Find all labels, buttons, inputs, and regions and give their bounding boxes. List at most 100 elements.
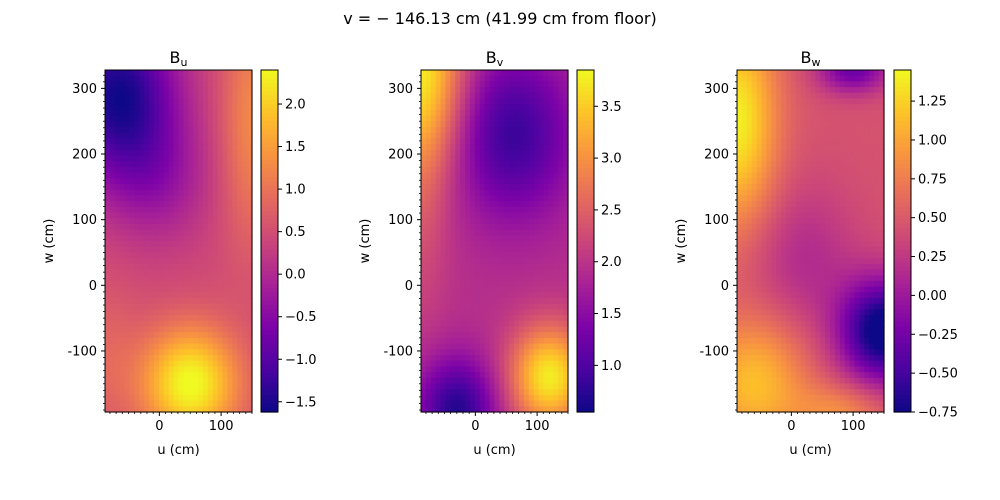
heatmap-cell — [771, 172, 777, 179]
heatmap-cell — [800, 70, 807, 77]
heatmap-cell — [494, 212, 500, 219]
heatmap-cell — [523, 184, 530, 191]
heatmap-cell — [114, 127, 121, 134]
heatmap-cell — [163, 349, 170, 356]
heatmap-cell — [800, 195, 807, 202]
heatmap-cell — [771, 161, 777, 168]
heatmap-cell — [533, 246, 540, 253]
heatmap-cell — [144, 309, 150, 316]
heatmap-cell — [528, 144, 535, 151]
heatmap-cell — [815, 286, 821, 293]
heatmap-cell — [129, 394, 135, 402]
heatmap-cell — [790, 349, 797, 356]
heatmap-cell — [445, 75, 451, 82]
heatmap-cell — [178, 377, 184, 385]
heatmap-cell — [242, 195, 248, 202]
heatmap-cell — [460, 109, 466, 117]
heatmap-cell — [227, 389, 233, 396]
heatmap-cell — [173, 155, 180, 162]
heatmap-cell — [746, 366, 753, 373]
heatmap-cell — [514, 252, 520, 259]
heatmap-cell — [178, 121, 184, 128]
heatmap-cell — [805, 372, 812, 379]
heatmap-cell — [484, 127, 491, 134]
heatmap-cell — [484, 366, 491, 373]
heatmap-cell — [746, 269, 753, 276]
heatmap-cell — [815, 132, 821, 139]
heatmap-cell — [430, 161, 437, 168]
heatmap-cell — [776, 315, 782, 322]
heatmap-cell — [465, 343, 471, 350]
heatmap-cell — [810, 229, 816, 236]
heatmap-cell — [548, 337, 554, 345]
heatmap-cell — [163, 258, 170, 265]
heatmap-cell — [207, 298, 214, 305]
heatmap-cell — [465, 394, 471, 402]
heatmap-cell — [514, 280, 520, 288]
colorbar-segment — [577, 168, 594, 174]
heatmap-cell — [124, 70, 131, 77]
heatmap-cell — [198, 263, 204, 271]
heatmap-cell — [158, 172, 165, 179]
heatmap-cell — [144, 201, 150, 208]
heatmap-cell — [504, 70, 510, 77]
heatmap-cell — [149, 138, 155, 145]
heatmap-cell — [114, 70, 121, 77]
heatmap-cell — [203, 166, 209, 174]
heatmap-cell — [440, 309, 447, 316]
heatmap-cell — [563, 201, 569, 208]
heatmap-cell — [158, 372, 165, 379]
heatmap-cell — [470, 286, 476, 293]
heatmap-cell — [232, 292, 238, 299]
heatmap-cell — [756, 155, 763, 162]
heatmap-cell — [504, 206, 510, 214]
heatmap-cell — [242, 98, 248, 105]
heatmap-cell — [193, 332, 199, 339]
heatmap-cell — [499, 394, 505, 402]
heatmap-cell — [455, 372, 461, 379]
heatmap-cell — [494, 127, 500, 134]
colorbar-segment — [261, 352, 278, 358]
heatmap-cell — [227, 184, 233, 191]
heatmap-cell — [173, 389, 180, 396]
heatmap-cell — [810, 201, 816, 208]
heatmap-cell — [538, 166, 545, 174]
heatmap-cell — [124, 206, 131, 214]
heatmap-cell — [455, 98, 461, 105]
heatmap-cell — [790, 109, 797, 117]
heatmap-cell — [805, 315, 812, 322]
heatmap-cell — [232, 246, 238, 253]
heatmap-cell — [533, 109, 540, 117]
heatmap-cell — [129, 127, 135, 134]
heatmap-cell — [144, 166, 150, 174]
heatmap-cell — [781, 258, 787, 265]
heatmap-cell — [129, 303, 135, 310]
heatmap-cell — [445, 235, 451, 242]
heatmap-cell — [207, 360, 214, 367]
heatmap-cell — [124, 104, 131, 111]
heatmap-cell — [232, 332, 238, 339]
heatmap-cell — [173, 286, 180, 293]
heatmap-cell — [139, 229, 145, 236]
heatmap-cell — [756, 252, 763, 259]
heatmap-cell — [178, 389, 184, 396]
heatmap-cell — [237, 349, 243, 356]
heatmap-cell — [756, 172, 763, 179]
heatmap-cell — [494, 258, 500, 265]
heatmap-cell — [528, 406, 535, 413]
heatmap-cell — [435, 87, 442, 94]
heatmap-cell — [198, 246, 204, 253]
heatmap-cell — [168, 189, 175, 196]
heatmap-cell — [154, 320, 160, 328]
heatmap-cell — [124, 115, 131, 122]
heatmap-cell — [786, 332, 792, 339]
heatmap-cell — [766, 246, 772, 253]
heatmap-cell — [237, 315, 243, 322]
heatmap-cell — [425, 235, 432, 242]
heatmap-cell — [781, 127, 787, 134]
heatmap-cell — [741, 326, 748, 333]
heatmap-cell — [217, 337, 224, 345]
heatmap-cell — [445, 172, 451, 179]
heatmap-cell — [519, 337, 525, 345]
heatmap-cell — [786, 109, 792, 117]
